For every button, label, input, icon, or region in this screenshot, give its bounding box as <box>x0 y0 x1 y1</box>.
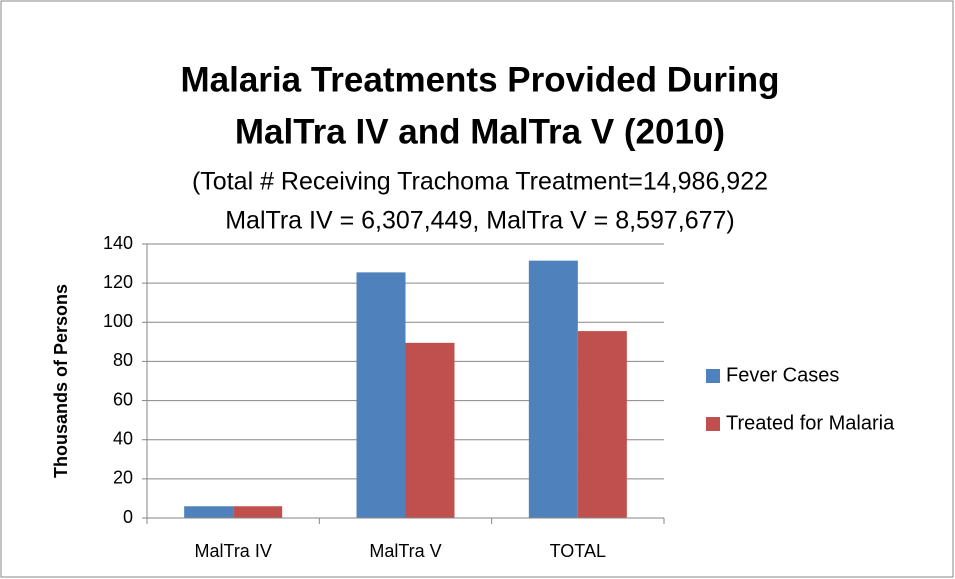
legend-label: Treated for Malaria <box>726 412 895 434</box>
x-tick-label: MalTra IV <box>194 541 271 561</box>
chart-title: Malaria Treatments Provided During <box>180 60 779 99</box>
chart-subtitle: MalTra IV = 6,307,449, MalTra V = 8,597,… <box>225 207 735 235</box>
legend-label: Fever Cases <box>726 364 839 386</box>
bar <box>528 260 578 518</box>
y-tick-label: 20 <box>113 468 133 488</box>
bar <box>233 506 283 518</box>
chart-subtitle: (Total # Receiving Trachoma Treatment=14… <box>192 168 768 196</box>
y-axis-label: Thousands of Persons <box>51 284 71 478</box>
y-tick-label: 120 <box>103 272 133 292</box>
bar <box>577 331 627 518</box>
bar <box>356 272 406 518</box>
legend-swatch <box>706 417 720 431</box>
y-tick-label: 0 <box>123 507 133 527</box>
bar <box>184 506 234 518</box>
y-tick-label: 40 <box>113 428 133 448</box>
x-tick-label: TOTAL <box>550 541 606 561</box>
chart-title: MalTra IV and MalTra V (2010) <box>235 112 725 151</box>
y-tick-label: 80 <box>113 350 133 370</box>
y-tick-label: 100 <box>103 311 133 331</box>
bar <box>405 342 455 518</box>
y-tick-label: 60 <box>113 389 133 409</box>
y-tick-label: 140 <box>103 233 133 253</box>
legend-swatch <box>706 369 720 383</box>
x-tick-label: MalTra V <box>369 541 441 561</box>
